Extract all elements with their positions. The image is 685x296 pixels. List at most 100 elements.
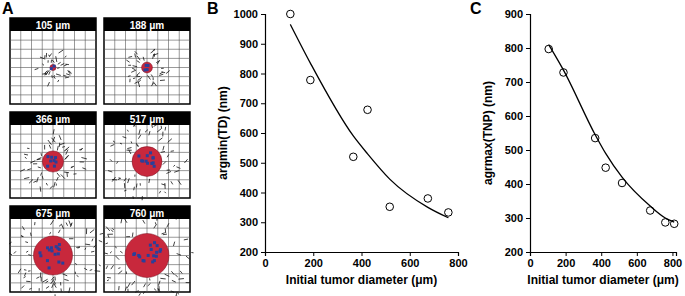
sprout [129, 79, 130, 82]
sprout [148, 179, 150, 183]
tick: 600 [628, 252, 646, 269]
vessel [179, 219, 180, 292]
sprout [138, 135, 140, 139]
sprout [66, 172, 67, 177]
sprout [37, 159, 41, 161]
sprout [99, 240, 102, 242]
tick-label: 400 [353, 257, 371, 269]
sprout [174, 171, 179, 173]
sprout [14, 251, 16, 253]
necrotic-cell [145, 64, 148, 67]
sprout [42, 176, 44, 179]
sprout [57, 67, 59, 69]
sprout [95, 270, 101, 272]
sprout [46, 70, 50, 75]
tumor-core [46, 155, 57, 168]
tick-mark [410, 252, 411, 256]
sprout [38, 166, 41, 168]
x-axis-title: Initial tumor diameter (μm) [527, 273, 678, 287]
tick-label: 200 [505, 246, 523, 258]
sprout [91, 251, 94, 253]
necrotic-cell [149, 244, 152, 247]
sprout [164, 183, 165, 189]
tick-mark [637, 252, 638, 256]
sprout [154, 82, 157, 86]
necrotic-cell [155, 251, 158, 254]
sprout [128, 75, 131, 77]
sprout [52, 284, 54, 288]
sprout [106, 266, 108, 269]
sprout [39, 288, 40, 291]
necrotic-cell [159, 248, 162, 251]
vessel [63, 31, 64, 104]
panel-label: B [207, 0, 219, 17]
vessel [168, 125, 169, 198]
sprout [191, 252, 193, 253]
sprout [137, 76, 140, 77]
sprout [165, 228, 166, 233]
tick-label: 800 [505, 42, 523, 54]
sprout [65, 155, 68, 159]
necrotic-cell [50, 67, 53, 70]
necrotic-cell [54, 156, 57, 159]
tumor-core [50, 65, 56, 70]
tumor-core [132, 241, 162, 263]
sprout [76, 246, 80, 248]
vessel-grid [10, 31, 96, 104]
sprout [62, 146, 65, 148]
sprouts [99, 207, 194, 296]
sprout [131, 141, 133, 143]
sprout [9, 242, 12, 244]
necrotic-cell [53, 65, 56, 68]
sprout [49, 53, 51, 56]
sprout [25, 241, 28, 243]
sprout [59, 224, 61, 226]
tick-label: 1000 [234, 8, 258, 20]
tumor [142, 62, 153, 73]
y-axis: 200300400500600700800900 [505, 8, 531, 258]
sprout [128, 56, 132, 58]
tick-mark [261, 14, 265, 15]
tumor [125, 234, 169, 278]
necrotic-cell [155, 255, 158, 258]
sprout [167, 170, 170, 171]
sprout [142, 196, 143, 200]
sprout [162, 132, 163, 137]
axis-line [526, 15, 531, 253]
sprout [149, 278, 150, 280]
axis-line [261, 15, 266, 253]
fit-line [549, 45, 675, 222]
sprout [92, 239, 93, 242]
sprout [24, 277, 26, 278]
sprout [171, 291, 174, 293]
sprout [37, 177, 38, 182]
sprout [64, 64, 67, 66]
sprout [53, 129, 55, 134]
data-point [287, 10, 295, 18]
necrotic-cell [137, 154, 140, 157]
sprout [50, 232, 51, 234]
vessel [74, 125, 75, 198]
tick-label: 700 [505, 76, 523, 88]
sprout [49, 145, 51, 149]
sprout [171, 181, 173, 184]
sprout [57, 146, 59, 151]
sprout [145, 130, 148, 133]
sprout [159, 191, 160, 193]
necrotic-cell [38, 251, 41, 254]
sprout [184, 159, 187, 163]
sprout [49, 71, 50, 74]
simulation-panel: 675 μm [9, 206, 100, 296]
panel-title: 366 μm [36, 114, 71, 125]
tick: 800 [505, 42, 530, 54]
sprout [131, 70, 136, 72]
panel-title: 188 μm [130, 20, 165, 31]
data-point [386, 203, 394, 211]
sprout [100, 233, 103, 235]
necrotic-cell [153, 165, 156, 168]
sprout [136, 184, 138, 188]
sprout [177, 293, 179, 295]
sprout [161, 68, 164, 69]
sprout [61, 63, 65, 65]
sprout [153, 49, 155, 51]
